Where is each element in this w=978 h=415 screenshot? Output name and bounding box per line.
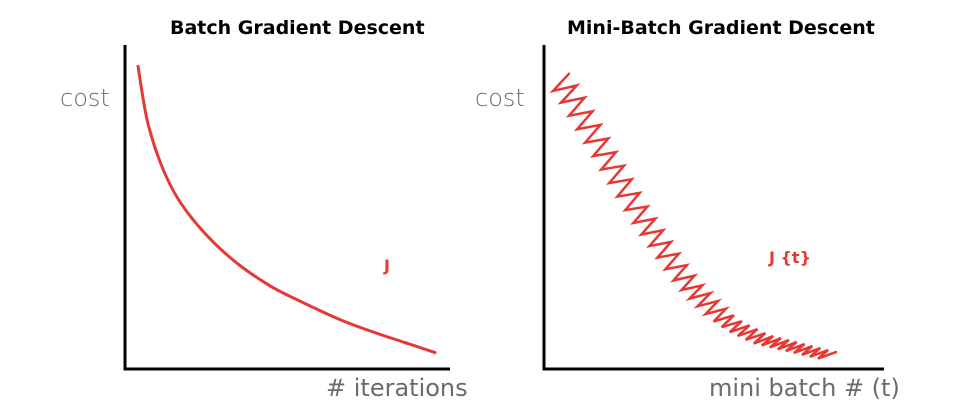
chart-title: Mini-Batch Gradient Descent (567, 17, 875, 39)
series-label: J (384, 256, 390, 275)
series-label: J {t} (769, 248, 811, 267)
series-line-j (136, 64, 437, 355)
x-axis-label: mini batch # (t) (709, 374, 900, 402)
y-axis-label: cost (60, 84, 110, 112)
batch-gd-chart: Batch Gradient Descent cost # iterations… (60, 17, 468, 402)
y-axis-label: cost (475, 84, 525, 112)
chart-plot-area (123, 45, 450, 371)
series-line-jt (549, 72, 838, 360)
chart-title: Batch Gradient Descent (170, 17, 425, 39)
chart-plot-area (542, 45, 884, 371)
mini-batch-gd-chart: Mini-Batch Gradient Descent cost mini ba… (475, 0, 978, 415)
x-axis-label: # iterations (326, 374, 468, 402)
